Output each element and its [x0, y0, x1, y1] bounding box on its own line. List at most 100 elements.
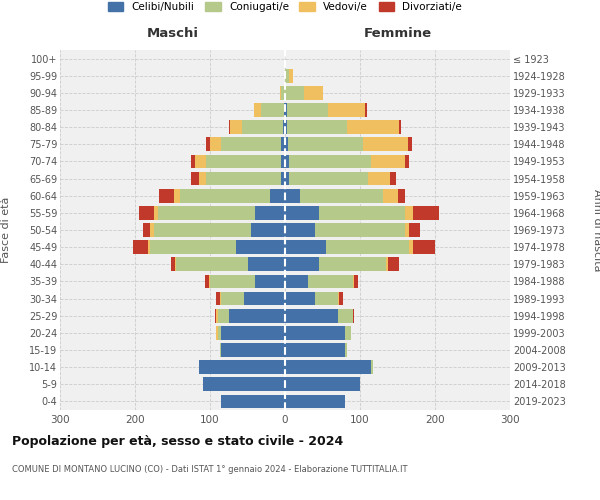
Bar: [154, 206, 157, 220]
Bar: [285, 206, 319, 220]
Bar: [285, 326, 345, 340]
Bar: [139, 206, 154, 220]
Bar: [216, 309, 218, 322]
Bar: [390, 172, 396, 185]
Bar: [399, 120, 401, 134]
Bar: [209, 274, 210, 288]
Bar: [345, 343, 347, 357]
Bar: [236, 240, 285, 254]
Bar: [354, 274, 358, 288]
Bar: [285, 103, 287, 117]
Bar: [241, 120, 283, 134]
Bar: [383, 189, 398, 202]
Bar: [409, 223, 420, 237]
Bar: [285, 343, 345, 357]
Bar: [203, 378, 285, 391]
Bar: [326, 240, 409, 254]
Bar: [229, 309, 285, 322]
Bar: [206, 172, 281, 185]
Bar: [371, 360, 373, 374]
Bar: [285, 138, 288, 151]
Bar: [285, 309, 337, 322]
Bar: [285, 120, 287, 134]
Bar: [304, 86, 323, 100]
Bar: [143, 223, 150, 237]
Bar: [206, 154, 281, 168]
Bar: [413, 206, 439, 220]
Bar: [319, 258, 386, 271]
Bar: [216, 326, 218, 340]
Bar: [221, 343, 285, 357]
Bar: [229, 120, 230, 134]
Bar: [270, 189, 285, 202]
Bar: [255, 274, 285, 288]
Bar: [248, 258, 285, 271]
Bar: [285, 274, 308, 288]
Bar: [210, 274, 255, 288]
Bar: [367, 172, 390, 185]
Bar: [409, 240, 413, 254]
Bar: [199, 172, 206, 185]
Bar: [398, 189, 405, 202]
Bar: [365, 103, 367, 117]
Bar: [221, 326, 285, 340]
Bar: [280, 86, 281, 100]
Bar: [150, 240, 236, 254]
Bar: [191, 154, 195, 168]
Bar: [287, 120, 347, 134]
Text: Popolazione per età, sesso e stato civile - 2024: Popolazione per età, sesso e stato civil…: [12, 435, 343, 448]
Bar: [285, 189, 300, 202]
Bar: [195, 154, 206, 168]
Bar: [206, 138, 210, 151]
Bar: [230, 120, 241, 134]
Bar: [175, 258, 176, 271]
Bar: [285, 154, 289, 168]
Bar: [315, 223, 405, 237]
Bar: [157, 206, 255, 220]
Bar: [284, 103, 285, 117]
Text: COMUNE DI MONTANO LUCINO (CO) - Dati ISTAT 1° gennaio 2024 - Elaborazione TUTTIT: COMUNE DI MONTANO LUCINO (CO) - Dati IST…: [12, 465, 407, 474]
Bar: [300, 189, 383, 202]
Bar: [289, 154, 371, 168]
Bar: [285, 394, 345, 408]
Bar: [205, 274, 209, 288]
Bar: [210, 138, 221, 151]
Bar: [285, 172, 289, 185]
Bar: [289, 172, 367, 185]
Bar: [386, 258, 388, 271]
Bar: [345, 326, 351, 340]
Bar: [285, 86, 304, 100]
Bar: [371, 154, 405, 168]
Legend: Celibi/Nubili, Coniugati/e, Vedovi/e, Divorziati/e: Celibi/Nubili, Coniugati/e, Vedovi/e, Di…: [104, 0, 466, 16]
Bar: [353, 274, 354, 288]
Bar: [289, 69, 293, 82]
Bar: [285, 378, 360, 391]
Bar: [337, 292, 339, 306]
Bar: [337, 309, 353, 322]
Bar: [218, 309, 229, 322]
Bar: [218, 326, 221, 340]
Bar: [221, 292, 244, 306]
Bar: [413, 240, 435, 254]
Bar: [308, 274, 353, 288]
Bar: [220, 343, 221, 357]
Bar: [405, 154, 409, 168]
Text: Maschi: Maschi: [146, 26, 199, 40]
Bar: [353, 309, 354, 322]
Bar: [408, 138, 412, 151]
Bar: [159, 189, 174, 202]
Bar: [339, 292, 343, 306]
Bar: [215, 309, 216, 322]
Bar: [363, 138, 408, 151]
Bar: [281, 86, 285, 100]
Bar: [285, 240, 326, 254]
Bar: [148, 240, 150, 254]
Bar: [285, 292, 315, 306]
Bar: [281, 154, 285, 168]
Bar: [220, 292, 221, 306]
Bar: [191, 172, 199, 185]
Bar: [251, 223, 285, 237]
Bar: [133, 240, 148, 254]
Bar: [150, 223, 154, 237]
Bar: [176, 258, 248, 271]
